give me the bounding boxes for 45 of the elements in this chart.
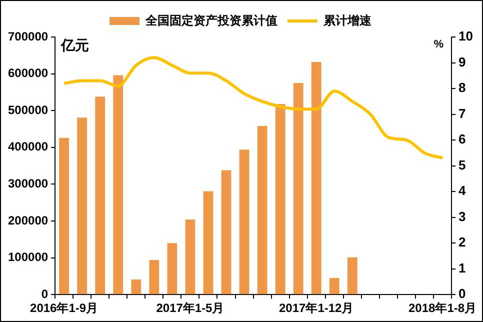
bar — [59, 138, 70, 294]
bar — [311, 62, 322, 294]
y2-tick-label: 10 — [458, 28, 474, 44]
y-tick-label: 0 — [41, 286, 48, 301]
y-tick-label: 500000 — [8, 102, 48, 117]
bar — [239, 150, 250, 294]
legend-label: 累计增速 — [322, 13, 372, 28]
bar — [221, 170, 232, 294]
bar — [257, 126, 268, 294]
legend-label: 全国固定资产投资累计值 — [144, 13, 278, 28]
x-tick-label: 2017年1-12月 — [279, 301, 354, 316]
y2-tick-label: 6 — [458, 132, 466, 147]
y-tick-label: 600000 — [8, 66, 48, 80]
y-axis-title: 亿元 — [60, 36, 90, 53]
y-tick-label: 700000 — [8, 29, 48, 44]
y-tick-label: 300000 — [8, 176, 48, 191]
bar — [347, 257, 358, 294]
x-tick-label: 2018年1-8月 — [408, 301, 477, 316]
y2-tick-label: 0 — [458, 286, 466, 302]
y2-tick-label: 2 — [458, 234, 466, 250]
bar — [203, 191, 214, 294]
bar — [329, 278, 340, 294]
y2-tick-label: 9 — [458, 54, 466, 70]
x-tick-label: 2017年1-5月 — [156, 301, 224, 316]
y-tick-label: 100000 — [8, 250, 48, 264]
y2-tick-label: 5 — [458, 157, 466, 172]
bar — [185, 220, 196, 294]
y2-tick-label: 3 — [458, 208, 466, 224]
y2-tick-label: 7 — [458, 106, 466, 121]
bar — [95, 96, 106, 294]
y2-tick-label: 8 — [458, 80, 466, 96]
bar — [149, 260, 160, 294]
bar — [131, 280, 142, 294]
bar — [113, 75, 124, 294]
line-series — [62, 56, 444, 160]
y-tick-label: 400000 — [8, 140, 48, 154]
bar — [293, 83, 304, 294]
y2-axis-title: % — [434, 38, 444, 51]
bar — [275, 104, 286, 294]
bar — [167, 243, 178, 294]
x-tick-label: 2016年1-9月 — [30, 301, 98, 316]
y2-tick-label: 1 — [458, 260, 466, 276]
y2-tick-label: 4 — [458, 183, 467, 198]
bar — [77, 118, 88, 294]
y-tick-label: 200000 — [8, 213, 48, 228]
